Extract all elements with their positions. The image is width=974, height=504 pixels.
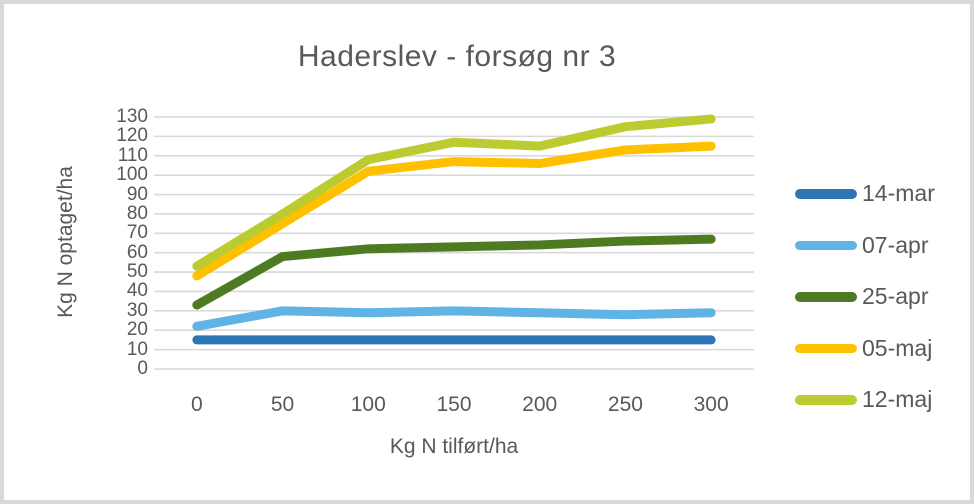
x-axis-title: Kg N tilført/ha bbox=[389, 435, 519, 458]
y-tick-label: 90 bbox=[126, 183, 148, 205]
series-line-12-maj bbox=[192, 114, 716, 271]
x-tick-label: 300 bbox=[693, 393, 729, 416]
y-tick-label: 30 bbox=[126, 299, 148, 321]
x-tick-label: 150 bbox=[436, 393, 472, 416]
chart-title: Haderslev - forsøg nr 3 bbox=[297, 40, 617, 73]
y-tick-label: 10 bbox=[126, 338, 148, 360]
y-tick-label: 50 bbox=[126, 261, 148, 283]
legend-line-icon bbox=[795, 189, 857, 199]
x-tick-label: 200 bbox=[522, 393, 558, 416]
series-line-07-apr bbox=[192, 306, 716, 331]
y-tick-label: 130 bbox=[116, 106, 148, 127]
legend-label: 12-maj bbox=[862, 386, 933, 413]
legend-item-07-apr: 07-apr bbox=[795, 220, 970, 272]
legend-item-05-maj: 05-maj bbox=[795, 323, 970, 375]
legend: 14-mar 07-apr 25-apr 05-maj 12-maj bbox=[795, 168, 970, 426]
x-tick-label: 250 bbox=[607, 393, 643, 416]
legend-label: 07-apr bbox=[862, 231, 929, 258]
series-line-25-apr bbox=[192, 234, 716, 310]
y-tick-label: 0 bbox=[137, 358, 148, 379]
legend-line-icon bbox=[795, 395, 857, 405]
y-tick-label: 120 bbox=[116, 125, 148, 147]
y-tick-label: 60 bbox=[126, 241, 148, 263]
legend-line-icon bbox=[795, 240, 857, 250]
x-tick-label: 0 bbox=[191, 393, 203, 416]
legend-item-12-maj: 12-maj bbox=[795, 374, 970, 426]
series-line-05-maj bbox=[192, 141, 716, 281]
legend-line-icon bbox=[795, 343, 857, 353]
y-tick-label: 110 bbox=[117, 144, 148, 166]
legend-label: 05-maj bbox=[862, 334, 933, 361]
legend-line-icon bbox=[795, 292, 857, 302]
legend-item-25-apr: 25-apr bbox=[795, 271, 970, 323]
y-tick-label: 70 bbox=[126, 222, 148, 244]
legend-item-14-mar: 14-mar bbox=[795, 168, 970, 220]
legend-label: 25-apr bbox=[862, 283, 929, 310]
y-tick-label: 40 bbox=[126, 280, 148, 302]
plot-area bbox=[154, 114, 754, 370]
y-tick-label: 100 bbox=[116, 164, 148, 186]
y-tick-label: 20 bbox=[126, 319, 148, 341]
y-tick-label: 80 bbox=[126, 202, 148, 224]
legend-label: 14-mar bbox=[862, 180, 935, 207]
x-tick-label: 50 bbox=[270, 393, 295, 416]
x-tick-label: 100 bbox=[350, 393, 386, 416]
